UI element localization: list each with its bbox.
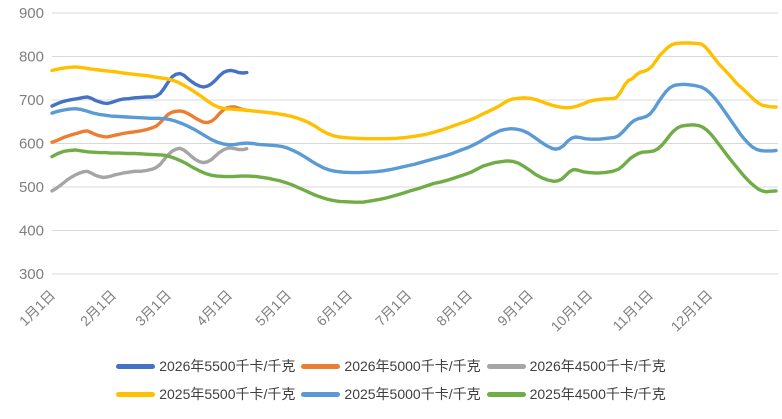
legend-item: 2025年5000千卡/千克	[301, 384, 481, 404]
y-axis-label: 900	[19, 5, 44, 22]
legend-item-label: 2026年5500千卡/千克	[159, 358, 296, 374]
y-axis-label: 500	[19, 179, 44, 196]
legend-line-marker-icon	[116, 363, 156, 369]
x-axis-label: 2月1日	[77, 287, 119, 329]
x-axis-label: 11月1日	[609, 287, 656, 334]
legend-line-marker-icon	[301, 391, 341, 397]
y-axis-label: 600	[19, 136, 44, 153]
x-axis-label: 8月1日	[433, 287, 475, 329]
x-axis-label: 9月1日	[494, 287, 536, 329]
legend-line-marker-icon	[486, 363, 526, 369]
x-axis-label: 4月1日	[193, 287, 235, 329]
series-line-2026年5000千卡/千克	[50, 105, 249, 144]
x-axis-label: 7月1日	[372, 287, 414, 329]
series-line-2025年5500千卡/千克	[50, 41, 778, 141]
x-axis-label: 1月1日	[16, 287, 58, 329]
legend-line-marker-icon	[486, 391, 526, 397]
legend-item-label: 2025年5500千卡/千克	[159, 386, 296, 402]
legend-item-label: 2026年5000千卡/千克	[344, 358, 481, 374]
series-line-2025年4500千卡/千克	[50, 123, 778, 204]
y-axis-label: 800	[19, 49, 44, 66]
chart-canvas: 900 800 700 600 500 400 300 1月1日 2月1日 3月1日 4月1日 5月1…	[16, 5, 778, 335]
series-line-2025年5000千卡/千克	[50, 82, 778, 175]
legend-row: 2025年5500千卡/千克 2025年5000千卡/千克 2025年4500千卡/…	[0, 380, 782, 408]
y-axis-label: 400	[19, 223, 44, 240]
y-axis-label: 300	[19, 266, 44, 283]
series-line-2026年4500千卡/千克	[50, 146, 249, 193]
x-axis-label: 6月1日	[313, 287, 355, 329]
legend-item: 2026年5000千卡/千克	[301, 356, 481, 376]
legend-line-marker-icon	[301, 363, 341, 369]
x-axis-label: 3月1日	[132, 287, 174, 329]
x-axis-label: 10月1日	[548, 287, 596, 335]
legend-item: 2026年4500千卡/千克	[486, 356, 666, 376]
legend-line-marker-icon	[116, 391, 156, 397]
legend-item-label: 2025年4500千卡/千克	[529, 386, 666, 402]
series-line-2026年5500千卡/千克	[50, 68, 249, 108]
y-axis-label: 700	[19, 92, 44, 109]
x-axis-label: 12月1日	[668, 287, 716, 335]
legend-item: 2025年5500千卡/千克	[116, 384, 295, 404]
legend-row: 2026年5500千卡/千克 2026年5000千卡/千克 2026年4500千卡/…	[0, 352, 782, 380]
legend-item-label: 2025年5000千卡/千克	[344, 386, 481, 402]
legend-item-label: 2026年4500千卡/千克	[529, 358, 666, 374]
legend-item: 2026年5500千卡/千克	[116, 356, 295, 376]
x-axis-label: 5月1日	[252, 287, 294, 329]
chart-legend: 2026年5500千卡/千克 2026年5000千卡/千克 2026年4500千卡/…	[0, 352, 782, 408]
legend-item: 2025年4500千卡/千克	[486, 384, 666, 404]
